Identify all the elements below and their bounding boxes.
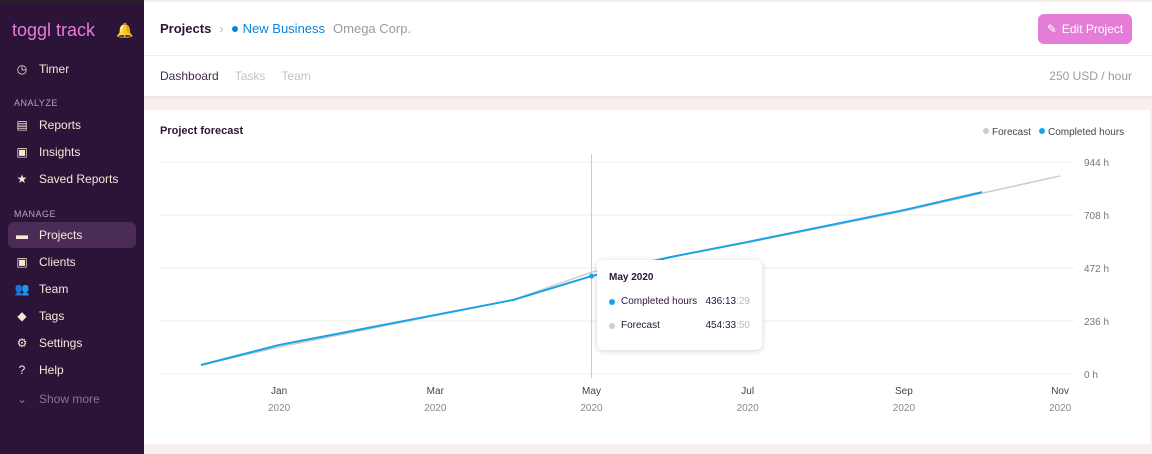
label: Clients — [39, 255, 76, 269]
project-name: New Business — [242, 21, 326, 36]
tag-icon: ◆ — [17, 309, 27, 323]
sidebar-item-timer[interactable]: ◷ Timer — [8, 56, 136, 82]
sidebar-item-saved-reports[interactable]: ★ Saved Reports — [8, 166, 136, 192]
x-tick-year: 2020 — [893, 403, 916, 414]
label: Team — [39, 282, 69, 296]
x-tick-month: Nov — [1051, 386, 1069, 397]
sidebar-item-help[interactable]: ? Help — [8, 357, 136, 383]
tabs: Dashboard Tasks Team 250 USD / hour — [144, 56, 1152, 96]
label: Help — [39, 363, 64, 377]
x-tick-year: 2020 — [424, 403, 447, 414]
pencil-icon: ✎ — [1046, 22, 1057, 36]
reports-icon: ▤ — [16, 118, 28, 132]
tab-dashboard[interactable]: Dashboard — [160, 69, 219, 83]
sidebar-item-tags[interactable]: ◆ Tags — [8, 303, 136, 329]
sidebar-item-projects[interactable]: ▬ Projects — [8, 222, 136, 248]
toggl-logo[interactable]: toggl track — [12, 20, 96, 40]
sidebar-item-insights[interactable]: ▣ Insights — [8, 139, 136, 165]
tab-team[interactable]: Team — [281, 69, 311, 83]
x-tick-month: Mar — [427, 386, 445, 397]
tab-tasks[interactable]: Tasks — [234, 69, 266, 83]
insights-icon: ▣ — [16, 145, 28, 159]
sidebar-item-team[interactable]: 👥 Team — [8, 276, 136, 302]
y-tick-label: 944 h — [1084, 158, 1109, 169]
chart-title: Project forecast — [160, 125, 243, 137]
chart-tooltip: May 2020 Completed hours 436:13:29 Foreca… — [597, 260, 762, 350]
label: Tags — [39, 309, 65, 323]
label: Show more — [39, 392, 100, 406]
y-tick-label: 236 h — [1084, 317, 1109, 328]
label: Forecast — [621, 320, 660, 331]
sidebar-item-reports[interactable]: ▤ Reports — [8, 112, 136, 138]
project-color-dot — [231, 25, 238, 32]
bell-icon[interactable]: 🔔 — [116, 22, 134, 38]
chevron-right-icon: › — [219, 21, 224, 36]
chevron-down-icon: ⌄ — [16, 392, 28, 406]
legend-dot — [609, 322, 615, 329]
sidebar-item-settings[interactable]: ⚙ Settings — [8, 330, 136, 356]
label: Projects — [39, 228, 83, 242]
label: Reports — [39, 118, 82, 132]
y-tick-label: 708 h — [1084, 211, 1109, 222]
team-icon: 👥 — [14, 282, 30, 296]
legend-label: Forecast — [992, 127, 1031, 138]
tooltip-row-forecast: Forecast 454:33:50 — [609, 320, 750, 331]
gear-icon: ⚙ — [16, 336, 28, 350]
x-tick-month: Jan — [271, 386, 287, 397]
label: Timer — [39, 62, 70, 76]
legend-label: Completed hours — [1048, 127, 1124, 138]
sidebar-item-clients[interactable]: ▣ Clients — [8, 249, 136, 275]
hourly-rate: 250 USD / hour — [1049, 69, 1132, 83]
tooltip-row-completed: Completed hours 436:13:29 — [609, 296, 750, 307]
clock-icon: ◷ — [16, 62, 28, 76]
label: Settings — [39, 336, 83, 350]
value: 436:13 — [705, 296, 737, 307]
edit-project-button[interactable]: ✎ Edit Project — [1038, 14, 1132, 44]
sidebar-show-more[interactable]: ⌄ Show more — [8, 386, 136, 412]
legend-dot — [1039, 128, 1045, 134]
client-name: Omega Corp. — [333, 21, 412, 36]
legend-dot — [983, 128, 989, 134]
tooltip-title: May 2020 — [609, 272, 654, 283]
x-tick-month: Jul — [741, 386, 754, 397]
label: Edit Project — [1061, 22, 1124, 36]
sidebar: toggl track 🔔 ◷ Timer ANALYZE ▤ Reports ▣ I… — [0, 0, 144, 454]
label: Saved Reports — [39, 172, 119, 186]
label: Completed hours — [621, 296, 698, 307]
y-tick-label: 0 h — [1084, 370, 1098, 381]
section-analyze: ANALYZE — [14, 98, 58, 108]
x-tick-year: 2020 — [268, 403, 291, 414]
help-icon: ? — [18, 363, 26, 377]
header: Projects › New Business Omega Corp. ✎ Edi… — [144, 2, 1152, 56]
star-icon: ★ — [16, 172, 28, 186]
project-forecast-card: Project forecast 0 h 236 h 472 h 708 h 944 h… — [144, 110, 1150, 444]
client-icon: ▣ — [16, 255, 28, 269]
seconds: :50 — [736, 320, 750, 331]
legend-dot — [609, 298, 615, 305]
label: Insights — [39, 145, 81, 159]
x-tick-month: May — [582, 386, 601, 397]
value: 454:33 — [705, 320, 737, 331]
y-tick-label: 472 h — [1084, 264, 1109, 275]
x-tick-year: 2020 — [1049, 403, 1072, 414]
seconds: :29 — [736, 296, 750, 307]
x-tick-year: 2020 — [580, 403, 603, 414]
section-manage: MANAGE — [14, 209, 57, 219]
folder-icon: ▬ — [16, 228, 28, 242]
x-tick-month: Sep — [895, 386, 913, 397]
data-point — [589, 273, 594, 279]
breadcrumb-projects[interactable]: Projects — [160, 21, 212, 36]
x-tick-year: 2020 — [737, 403, 760, 414]
